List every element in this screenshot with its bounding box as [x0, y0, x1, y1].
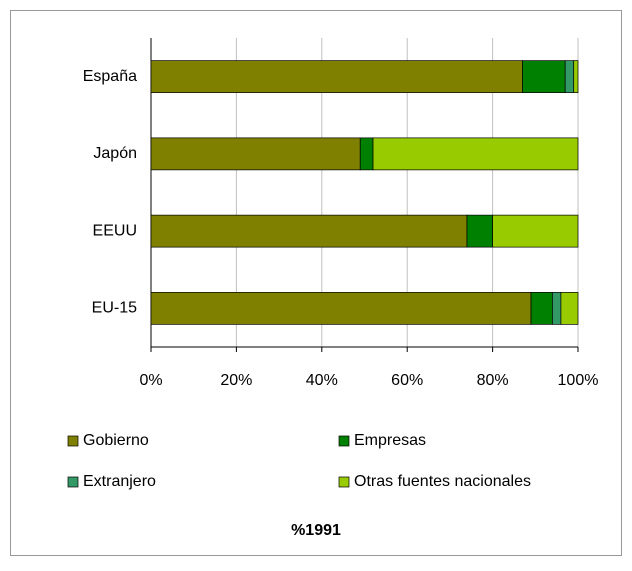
bar-segment: [372, 137, 579, 171]
bar-segment: [560, 292, 579, 325]
legend-label: Gobierno: [83, 432, 149, 449]
bar-segment: [492, 214, 579, 248]
chart-title: %1991: [291, 522, 341, 539]
x-tick-label: 100%: [558, 372, 599, 389]
bar-segment: [564, 60, 575, 93]
legend-swatch: [67, 435, 79, 447]
legend-label: Otras fuentes nacionales: [354, 473, 531, 490]
bar-segment: [466, 214, 493, 248]
legend-label: Empresas: [354, 432, 426, 449]
y-tick-label: España: [83, 68, 137, 85]
bar-segment: [552, 292, 562, 325]
bar-segment: [573, 60, 579, 93]
bar-segment: [150, 60, 523, 93]
legend-swatch: [67, 476, 79, 488]
x-tick-label: 40%: [306, 372, 338, 389]
bar-segment: [359, 137, 374, 171]
bar-segment: [150, 214, 468, 248]
bar-segment: [150, 292, 532, 325]
x-tick-label: 20%: [220, 372, 252, 389]
y-tick-label: EEUU: [93, 222, 137, 239]
y-tick-label: EU-15: [92, 300, 137, 317]
legend-swatch: [338, 435, 350, 447]
x-tick-label: 80%: [477, 372, 509, 389]
x-tick-label: 60%: [391, 372, 423, 389]
bar-segment: [530, 292, 553, 325]
x-tick-label: 0%: [139, 372, 162, 389]
legend-swatch: [338, 476, 350, 488]
y-tick-label: Japón: [93, 145, 137, 162]
bar-segment: [150, 137, 361, 171]
chart-border: [10, 10, 622, 556]
legend-label: Extranjero: [83, 473, 156, 490]
bar-segment: [522, 60, 566, 93]
